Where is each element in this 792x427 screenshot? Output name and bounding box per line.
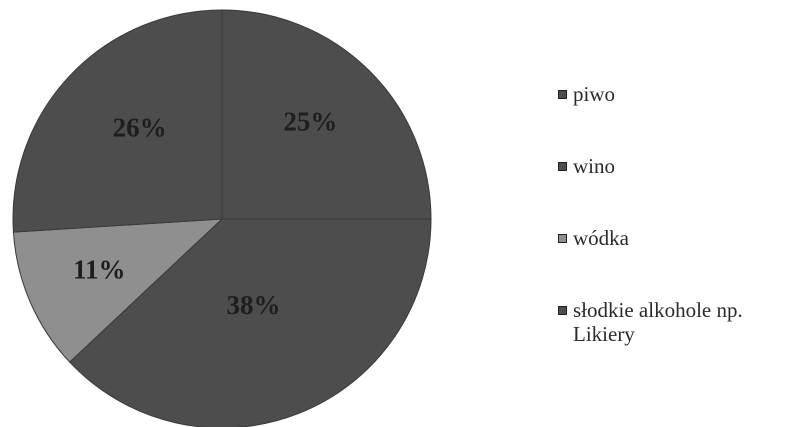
pie-slice-3	[12, 9, 223, 233]
legend-item-piwo: piwo	[558, 82, 788, 106]
chart-legend: piwo wino wódka słodkie alkohole np. Lik…	[558, 82, 788, 346]
legend-label-wodka: wódka	[573, 226, 629, 250]
legend-label-slodkie-alkohole: słodkie alkohole np. Likiery	[573, 298, 743, 346]
legend-item-slodkie-alkohole: słodkie alkohole np. Likiery	[558, 298, 788, 346]
legend-swatch-piwo	[558, 90, 567, 99]
legend-swatch-wodka	[558, 234, 567, 243]
pie-slice-2	[12, 218, 224, 363]
legend-swatch-slodkie-alkohole	[558, 306, 567, 315]
pie-slice-1	[68, 218, 432, 427]
pie-slice-0	[221, 9, 432, 220]
legend-item-wino: wino	[558, 154, 788, 178]
legend-item-wodka: wódka	[558, 226, 788, 250]
slice-labels: 25% 38% 11% 26%	[73, 106, 337, 319]
slice-value-label-3: 26%	[113, 112, 167, 142]
slice-value-label-1: 38%	[227, 290, 281, 320]
slice-value-label-0: 25%	[283, 106, 337, 136]
legend-label-piwo: piwo	[573, 82, 615, 106]
pie-slices	[12, 9, 432, 427]
legend-swatch-wino	[558, 162, 567, 171]
slice-value-label-2: 11%	[73, 254, 126, 284]
legend-label-wino: wino	[573, 154, 615, 178]
